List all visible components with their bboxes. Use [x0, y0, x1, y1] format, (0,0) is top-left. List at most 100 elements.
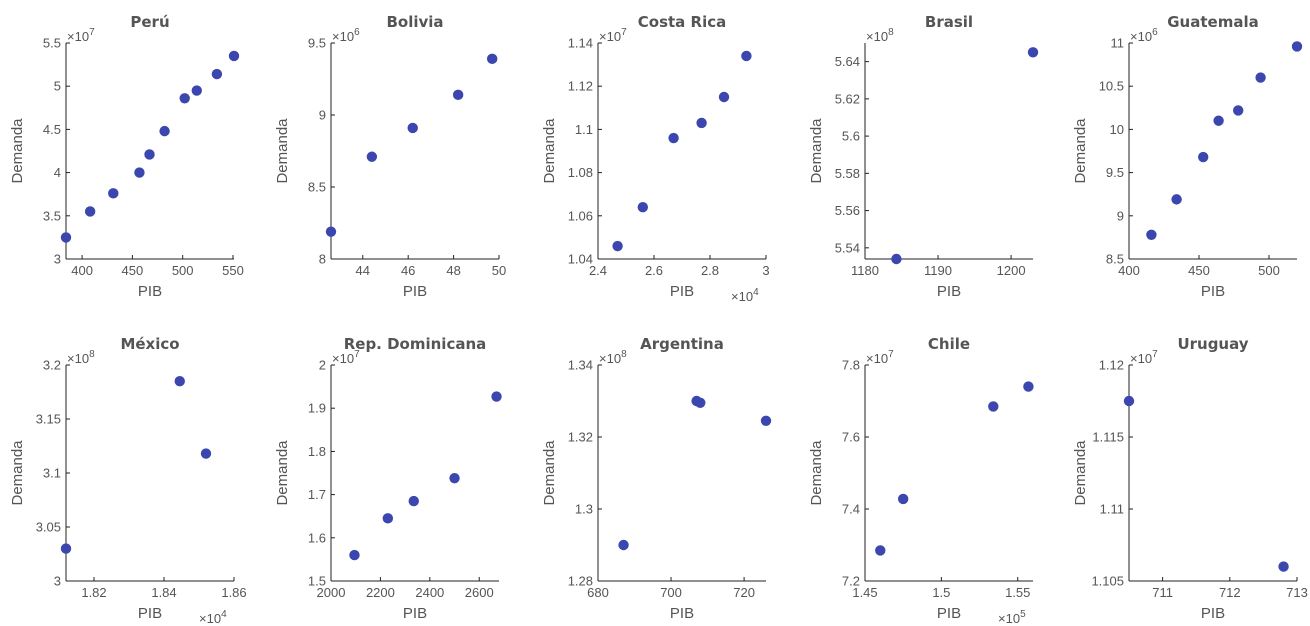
y-exponent-value: 6: [1152, 27, 1158, 38]
y-exponent-label: ×108: [599, 349, 627, 366]
scatter-panel: Argentina 1.28 1.3 1.32 1.34 680 700 720 ×108 PIB…: [541, 335, 772, 622]
y-exponent-value: 8: [89, 349, 95, 360]
x-axis-label: PIB: [670, 605, 694, 622]
x-axis-label: PIB: [403, 283, 427, 300]
y-tick-label: 3: [54, 574, 61, 589]
scatter-point: [988, 401, 999, 412]
y-tick-label: 11: [1111, 36, 1125, 51]
x-axis-label: PIB: [937, 283, 961, 300]
x-tick-label: 2600: [465, 585, 494, 600]
y-tick-label: 5.54: [835, 240, 860, 255]
scatter-point: [60, 543, 72, 554]
y-tick-label: 1.32: [568, 430, 593, 445]
y-exponent-label: ×108: [866, 27, 894, 44]
y-tick-label: 3.2: [43, 358, 61, 373]
y-tick-label: 1.5: [308, 574, 326, 589]
x-exponent-value: 5: [1020, 609, 1026, 620]
scatter-point: [1023, 381, 1034, 392]
y-tick-label: 10.5: [1099, 79, 1124, 94]
x-axis-label: PIB: [670, 283, 694, 300]
y-exponent-label: ×107: [866, 349, 894, 366]
scatter-panel: Uruguay 1.105 1.11 1.115 1.12 711 712 713 ×107 PI…: [1072, 335, 1308, 622]
scatter-panel: Perú 3 3.5 4 4.5 5 5.5 400 450 500 550 ×107 PIB Deman…: [9, 13, 244, 300]
x-tick-label: 1.45: [852, 585, 877, 600]
y-tick-label: 3: [54, 252, 61, 267]
x-tick-label: 2.6: [645, 263, 663, 278]
scatter-point: [897, 493, 909, 505]
scatter-panel: Rep. Dominicana 1.5 1.6 1.7 1.8 1.9 2 2000 2200 2…: [274, 335, 502, 622]
x-tick-label: 1200: [997, 263, 1026, 278]
x-tick-label: 48: [446, 263, 460, 278]
x-tick-label: 1.86: [221, 585, 246, 600]
scatter-point: [1255, 72, 1266, 83]
scatter-point: [200, 448, 212, 459]
x-exponent-value: 4: [221, 609, 227, 620]
scatter-point: [637, 201, 648, 213]
y-exponent-value: 6: [354, 27, 360, 38]
panel-title: Bolivia: [386, 13, 443, 31]
y-tick-label: 9.5: [308, 36, 326, 51]
x-tick-label: 400: [71, 263, 93, 278]
scatter-point: [618, 539, 629, 551]
x-tick-label: 680: [587, 585, 609, 600]
y-tick-label: 7.4: [842, 502, 860, 517]
y-tick-label: 1.14: [568, 36, 593, 51]
scatter-point: [159, 125, 170, 137]
y-tick-label: 8: [319, 252, 326, 267]
x-tick-label: 1180: [851, 263, 879, 278]
x-tick-label: 450: [122, 263, 144, 278]
y-exponent-label: ×106: [1130, 27, 1158, 44]
scatter-point: [491, 391, 502, 402]
scatter-point: [108, 188, 119, 199]
scatter-point: [875, 545, 886, 556]
y-tick-label: 1.105: [1091, 574, 1124, 589]
y-tick-label: 2: [319, 358, 326, 373]
scatter-point: [191, 85, 202, 96]
scatter-point: [211, 68, 223, 80]
y-tick-label: 1.34: [568, 358, 593, 373]
y-axis-label: Demanda: [1072, 440, 1089, 506]
y-axis-label: Demanda: [808, 118, 825, 184]
x-exponent-value: 4: [753, 287, 759, 298]
panel-title: Uruguay: [1177, 335, 1248, 353]
y-tick-label: 9: [1117, 208, 1124, 223]
y-tick-label: 8.5: [308, 180, 326, 195]
scatter-point: [1233, 105, 1244, 116]
y-tick-label: 1.7: [308, 487, 326, 502]
y-exponent-value: 7: [354, 349, 360, 360]
x-tick-label: 1.55: [1005, 585, 1030, 600]
x-tick-label: 500: [1258, 263, 1280, 278]
scatter-point: [174, 376, 185, 387]
x-tick-label: 2.4: [589, 263, 607, 278]
scatter-panel: México 3 3.05 3.1 3.15 3.2 1.82 1.84 1.86 ×108 ×10…: [9, 335, 247, 626]
scatter-point: [668, 132, 679, 144]
y-tick-label: 7.6: [842, 430, 860, 445]
scatter-point: [1213, 115, 1224, 126]
x-tick-label: 46: [401, 263, 415, 278]
scatter-point: [144, 149, 155, 160]
x-tick-label: 550: [222, 263, 244, 278]
scatter-point: [449, 472, 460, 484]
x-tick-label: 1.82: [81, 585, 106, 600]
y-tick-label: 9: [319, 108, 326, 123]
y-axis-label: Demanda: [9, 440, 26, 506]
scatter-panel: Costa Rica 1.04 1.06 1.08 1.1 1.12 1.14 2.4 2.6 2…: [541, 13, 770, 304]
y-tick-label: 1.8: [308, 444, 326, 459]
y-tick-label: 10: [1110, 122, 1124, 137]
y-axis-label: Demanda: [274, 118, 291, 184]
y-exponent-label: ×107: [332, 349, 360, 366]
y-tick-label: 3.5: [43, 208, 61, 223]
y-tick-label: 1.06: [568, 208, 593, 223]
y-tick-label: 1.115: [1092, 430, 1124, 445]
y-axis-label: Demanda: [541, 440, 558, 506]
y-axis-label: Demanda: [1072, 118, 1089, 184]
x-tick-label: 400: [1118, 263, 1140, 278]
y-tick-label: 4: [54, 165, 61, 180]
scatter-point: [134, 167, 145, 178]
y-tick-label: 5.6: [842, 129, 860, 144]
scatter-panel: Guatemala 8.5 9 9.5 10 10.5 11 400 450 500 ×106 PIB…: [1072, 13, 1303, 300]
panel-title: Guatemala: [1167, 13, 1258, 31]
scatter-point: [612, 240, 623, 252]
scatter-point: [1291, 41, 1303, 52]
x-axis-label: PIB: [403, 605, 427, 622]
